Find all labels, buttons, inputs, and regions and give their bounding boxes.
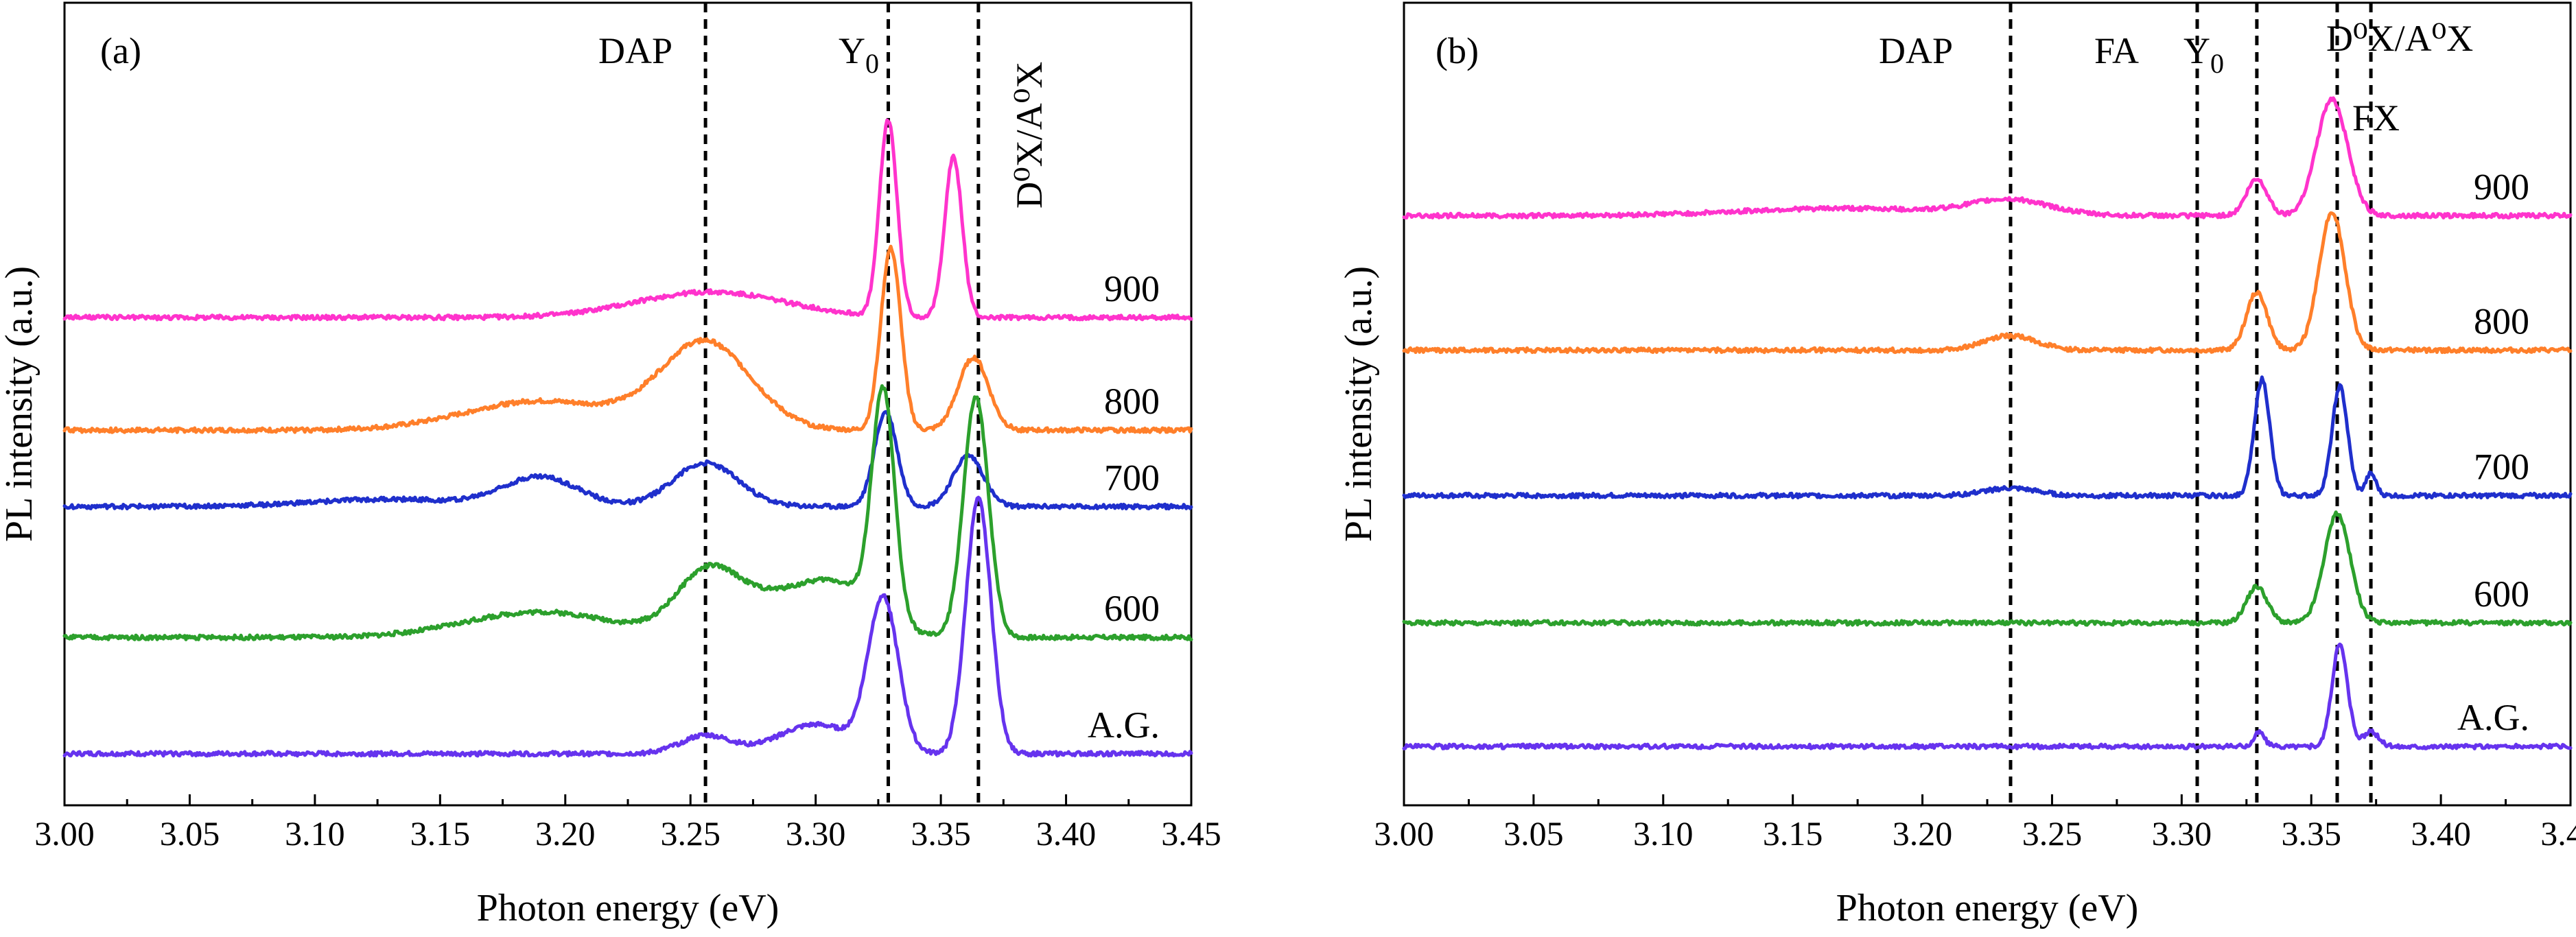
x-tick-label: 3.35	[911, 814, 971, 853]
annotation-y0-main: Y	[2183, 30, 2210, 71]
y-axis-label: PL intensity (a.u.)	[1337, 266, 1380, 542]
annotation-labels: DAP FA Y0 D⁰X/A⁰X FX	[1879, 18, 2473, 139]
series-800-line	[62, 244, 1193, 434]
x-tick-label: 3.05	[160, 814, 220, 853]
series-label: 700	[1104, 457, 1160, 498]
x-tick-label: 3.20	[1893, 814, 1953, 853]
series-600-line	[62, 384, 1193, 641]
series-curves	[1402, 96, 2573, 750]
series-label: 600	[2474, 573, 2529, 615]
chart-panel-b: (b) PL intensity (a.u.) Photon energy (e…	[1337, 1, 2576, 929]
series-label: 800	[2474, 301, 2529, 342]
series-800-line	[1402, 211, 2573, 355]
x-axis-label: Photon energy (eV)	[477, 887, 780, 929]
series-labels: 900 800 700 600 A.G.	[2457, 166, 2529, 738]
y-axis-label: PL intensity (a.u.)	[0, 266, 40, 542]
series-label: 900	[2474, 166, 2529, 207]
x-axis-ticks: 3.00 3.05 3.10 3.15 3.20 3.25 3.30 3.35 3.40 3.45	[1374, 794, 2576, 853]
annotation-dap: DAP	[598, 30, 672, 71]
x-tick-label: 3.15	[410, 814, 471, 853]
series-700-line	[1402, 375, 2573, 500]
x-tick-label: 3.00	[34, 814, 95, 853]
annotation-y0-main: Y	[839, 30, 865, 71]
x-tick-label: 3.00	[1374, 814, 1434, 853]
annotation-y0-sub: 0	[2210, 48, 2224, 79]
x-tick-label: 3.45	[1161, 814, 1221, 853]
x-tick-label: 3.35	[2281, 814, 2341, 853]
x-tick-label: 3.40	[1036, 814, 1097, 853]
annotation-y0: Y0	[839, 30, 879, 79]
x-tick-label: 3.30	[786, 814, 846, 853]
x-tick-label: 3.05	[1503, 814, 1564, 853]
panel-label: (b)	[1436, 30, 1479, 71]
series-900-line	[1402, 96, 2573, 220]
series-label: 900	[1104, 268, 1160, 309]
annotation-d0x-a0x: D⁰X/A⁰X	[1009, 62, 1050, 209]
x-tick-label: 3.25	[2022, 814, 2083, 853]
x-tick-label: 3.40	[2411, 814, 2471, 853]
x-tick-label: 3.15	[1763, 814, 1823, 853]
series-900-line	[62, 118, 1193, 322]
x-axis-ticks: 3.00 3.05 3.10 3.15 3.20 3.25 3.30 3.35 3.40 3.45	[34, 794, 1221, 853]
series-label: 800	[1104, 381, 1160, 422]
series-label: 700	[2474, 447, 2529, 488]
panel-label: (a)	[100, 30, 141, 71]
annotation-fx: FX	[2352, 97, 2400, 139]
annotation-dap: DAP	[1879, 30, 1953, 71]
series-label: 600	[1104, 588, 1160, 629]
x-axis-label: Photon energy (eV)	[1836, 887, 2139, 929]
annotation-fa: FA	[2094, 30, 2139, 71]
series-label: A.G.	[2457, 697, 2529, 738]
series-curves	[62, 118, 1193, 758]
reference-lines	[2009, 3, 2373, 805]
series-ag-line	[1402, 642, 2573, 750]
reference-lines	[703, 3, 981, 805]
series-label: A.G.	[1088, 704, 1160, 746]
annotation-d0x-a0x: D⁰X/A⁰X	[2326, 18, 2473, 59]
series-600-line	[1402, 510, 2573, 627]
annotation-labels: DAP Y0 D⁰X/A⁰X	[598, 30, 1050, 209]
annotation-y0: Y0	[2183, 30, 2224, 79]
chart-panel-a: (a) PL intensity (a.u.) Photon energy (e…	[0, 1, 1221, 929]
series-labels: 900 800 700 600 A.G.	[1088, 268, 1160, 746]
series-ag-line	[62, 495, 1193, 758]
x-tick-label: 3.10	[285, 814, 345, 853]
x-tick-label: 3.30	[2152, 814, 2212, 853]
annotation-y0-sub: 0	[865, 48, 879, 79]
series-700-line	[62, 410, 1193, 511]
x-tick-label: 3.20	[535, 814, 596, 853]
x-tick-label: 3.45	[2540, 814, 2576, 853]
x-tick-label: 3.10	[1633, 814, 1694, 853]
x-tick-label: 3.25	[660, 814, 721, 853]
